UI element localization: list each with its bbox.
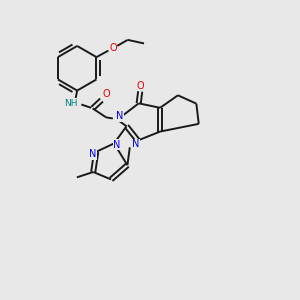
Text: N: N: [132, 139, 139, 149]
Text: O: O: [109, 43, 117, 53]
Text: N: N: [113, 140, 121, 150]
Text: O: O: [103, 88, 110, 98]
Text: N: N: [89, 149, 96, 159]
Text: NH: NH: [64, 99, 78, 108]
Text: O: O: [136, 80, 144, 91]
Text: N: N: [116, 111, 123, 121]
